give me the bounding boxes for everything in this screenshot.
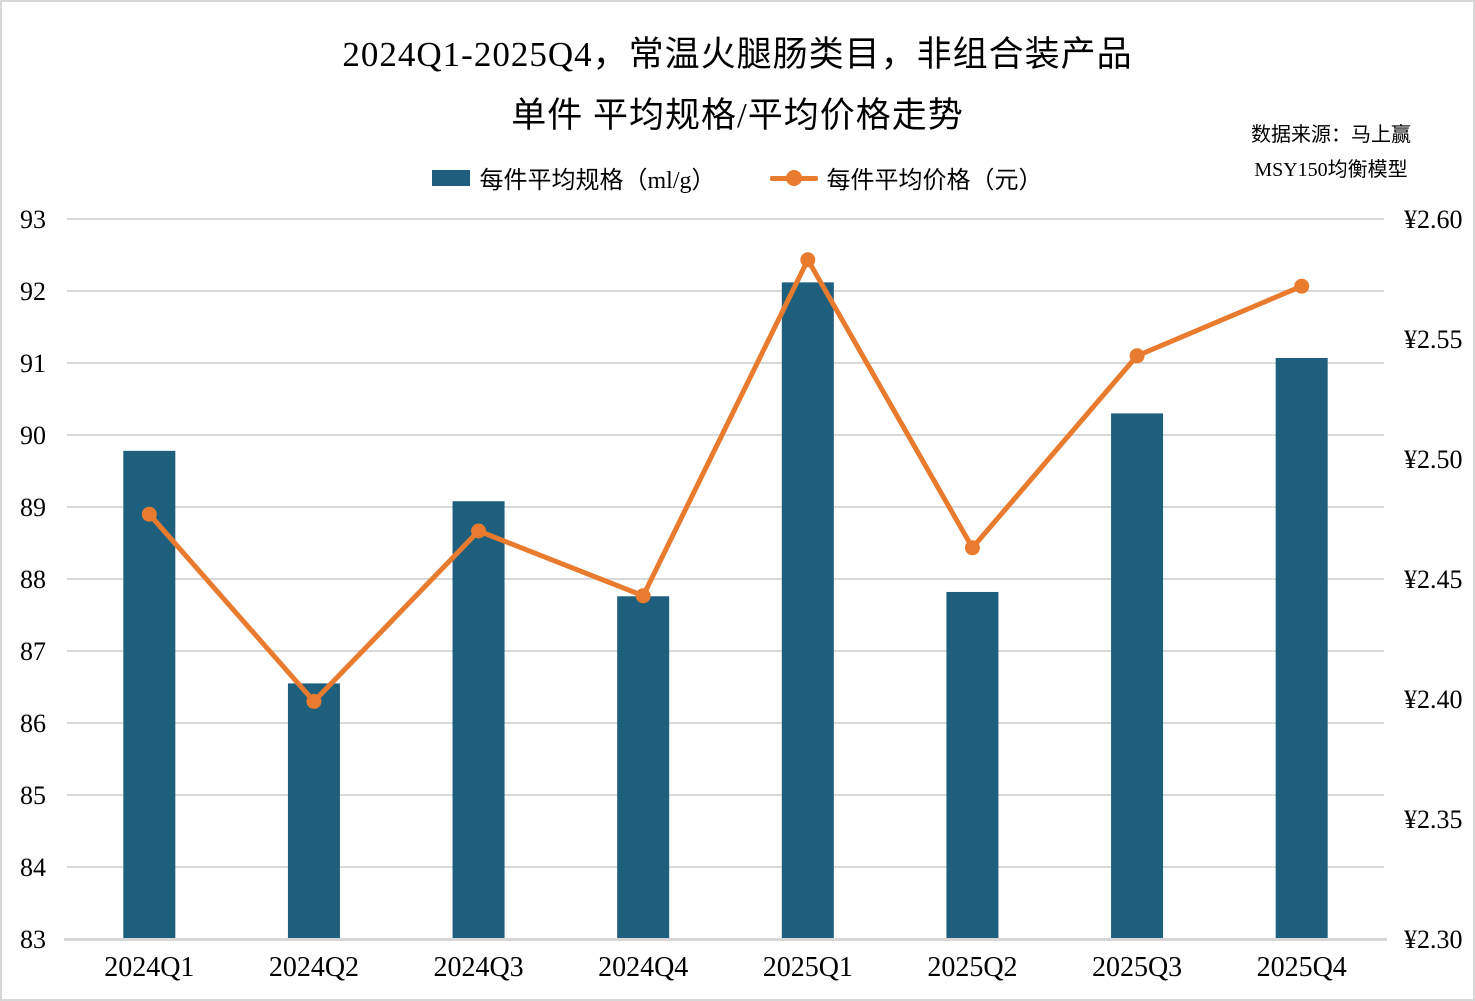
right-axis-tick-label: ¥2.60 [1404, 205, 1463, 234]
price-point-2025Q1 [800, 252, 816, 268]
bar-2024Q2 [287, 683, 340, 939]
chart-title-line1: 2024Q1-2025Q4，常温火腿肠类目，非组合装产品 [342, 35, 1133, 74]
right-axis-tick-label: ¥2.50 [1404, 445, 1463, 474]
data-source-line2: MSY150均衡模型 [1254, 159, 1408, 181]
price-point-2024Q2 [306, 693, 322, 709]
legend-price-label: 每件平均价格（元） [826, 168, 1043, 194]
price-point-2025Q4 [1294, 278, 1310, 294]
x-axis-category-label: 2025Q2 [927, 952, 1017, 983]
legend-spec-label: 每件平均规格（ml/g） [479, 168, 716, 194]
left-axis-tick-label: 89 [20, 493, 46, 522]
chart-title: 2024Q1-2025Q4，常温火腿肠类目，非组合装产品 单件 平均规格/平均价… [2, 24, 1473, 146]
data-source-line1: 数据来源：马上赢 [1251, 124, 1411, 146]
price-line [146, 257, 1305, 704]
x-axis-line [64, 938, 1387, 941]
right-axis-tick-label: ¥2.35 [1404, 805, 1463, 834]
left-axis-tick-label: 91 [20, 349, 46, 378]
left-axis-tick-label: 86 [20, 709, 46, 738]
line-series-swatch-icon [769, 169, 818, 186]
price-point-2024Q4 [635, 588, 651, 604]
left-axis-tick-label: 85 [20, 781, 46, 810]
x-axis-category-label: 2025Q1 [763, 952, 853, 983]
x-axis-category-label: 2024Q2 [269, 952, 359, 983]
legend-item-price: 每件平均价格（元） [769, 160, 1043, 195]
left-axis-tick-label: 90 [20, 421, 46, 450]
left-axis-tick-label: 83 [20, 925, 46, 954]
price-point-2025Q2 [964, 540, 980, 556]
x-axis-category-label: 2024Q3 [433, 952, 523, 983]
price-point-2025Q3 [1129, 348, 1145, 364]
legend: 每件平均规格（ml/g） 每件平均价格（元） [2, 160, 1473, 195]
chart-title-line2: 单件 平均规格/平均价格走势 [511, 96, 964, 135]
bar-2024Q1 [123, 450, 176, 939]
bar-2024Q3 [452, 501, 505, 939]
price-point-2024Q3 [471, 523, 487, 539]
left-axis-tick-label: 88 [20, 565, 46, 594]
legend-item-spec: 每件平均规格（ml/g） [432, 160, 716, 195]
bar-series-swatch-icon [432, 169, 471, 186]
right-axis-tick-label: ¥2.30 [1404, 925, 1463, 954]
data-source-note: 数据来源：马上赢 MSY150均衡模型 [1221, 118, 1441, 188]
x-axis-category-label: 2024Q4 [598, 952, 688, 983]
x-axis-category-label: 2025Q4 [1257, 952, 1347, 983]
bar-2025Q3 [1111, 413, 1164, 939]
left-axis-tick-label: 92 [20, 277, 46, 306]
left-axis-tick-label: 93 [20, 205, 46, 234]
x-axis-category-label: 2025Q3 [1092, 952, 1182, 983]
bar-2025Q2 [946, 591, 999, 939]
left-axis-tick-label: 87 [20, 637, 46, 666]
right-axis-tick-label: ¥2.45 [1404, 565, 1463, 594]
price-point-2024Q1 [141, 506, 157, 522]
bar-2025Q4 [1275, 357, 1328, 940]
left-axis-tick-label: 84 [20, 853, 46, 882]
x-axis-category-label: 2024Q1 [104, 952, 194, 983]
right-axis-tick-label: ¥2.40 [1404, 685, 1463, 714]
bar-2024Q4 [617, 596, 670, 939]
bar-2025Q1 [781, 282, 834, 939]
right-axis-tick-label: ¥2.55 [1404, 325, 1463, 354]
